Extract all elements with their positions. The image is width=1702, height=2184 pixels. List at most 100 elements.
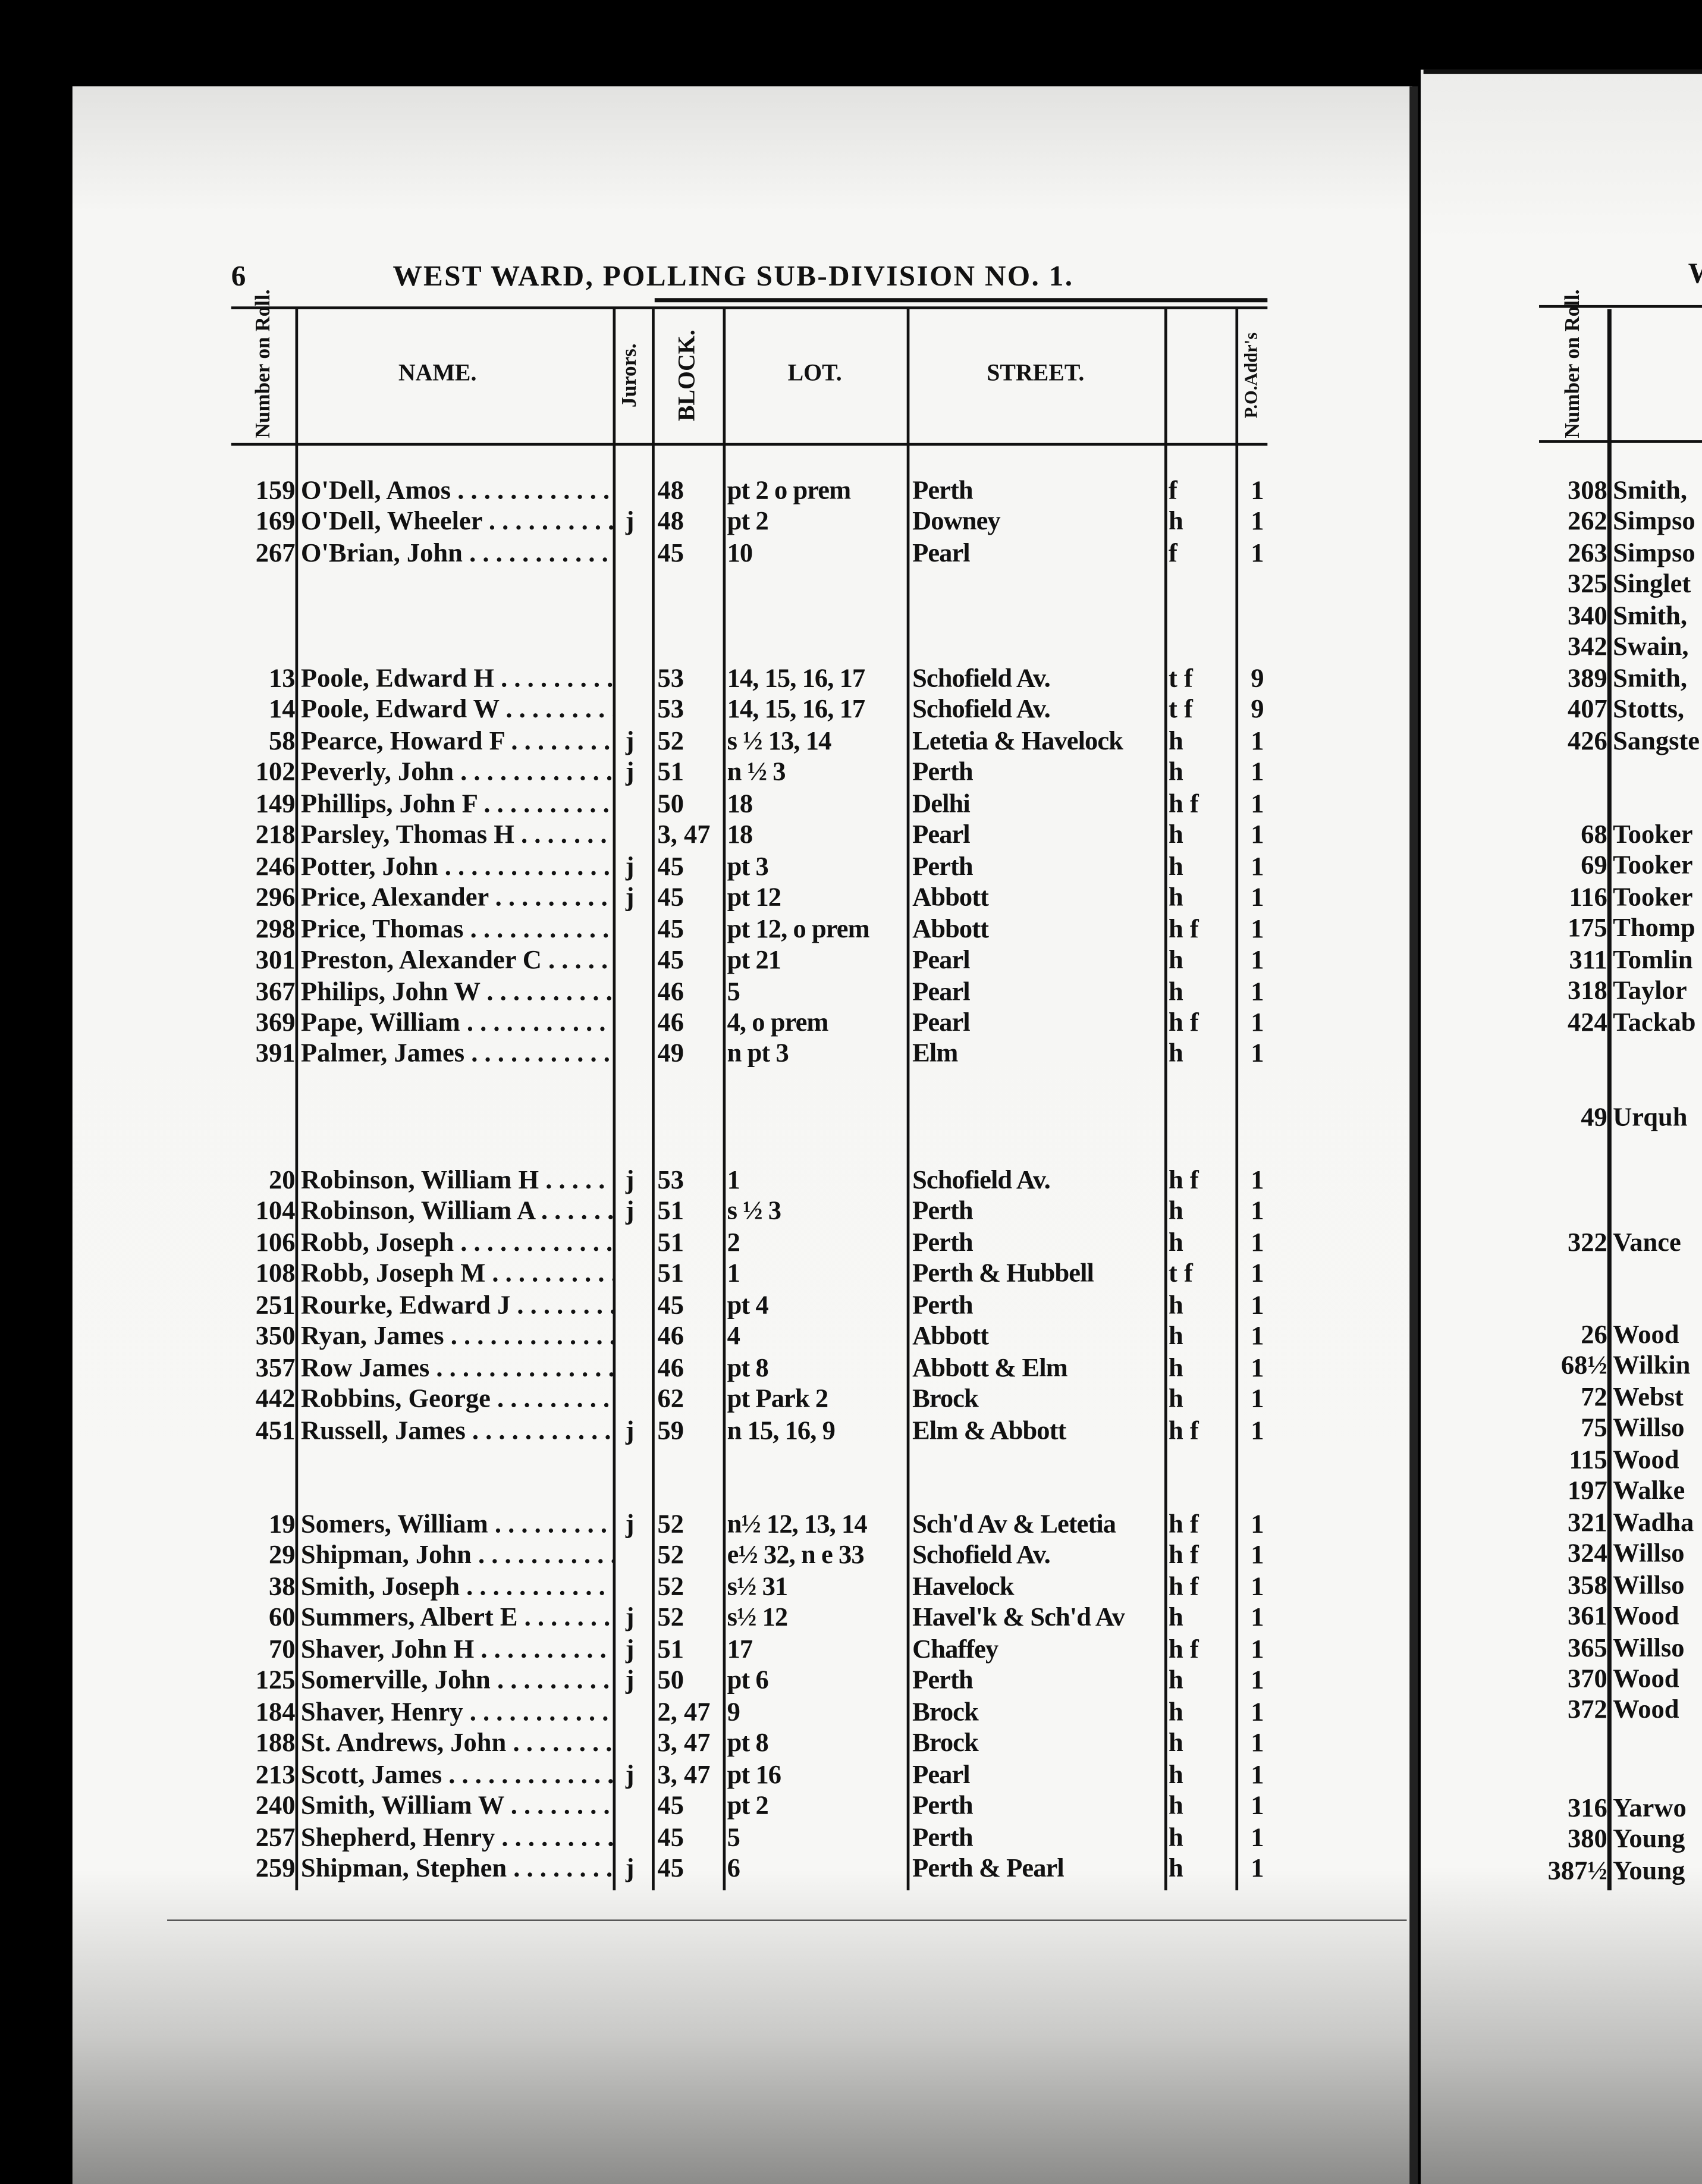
voter-name: Palmer, James (301, 1040, 613, 1071)
lot: 4, o prem (727, 1008, 829, 1038)
street: Abbott (912, 883, 989, 913)
roll-number: 240 (255, 1791, 296, 1821)
table-top-rule (231, 306, 1268, 309)
voter-name: Taylor (1613, 977, 1687, 1006)
po-address: 1 (1251, 789, 1264, 819)
voter-name: Poole, Edward W (301, 696, 613, 727)
po-address: 1 (1251, 1635, 1264, 1665)
street: Pearl (912, 977, 971, 1007)
po-address: 1 (1251, 476, 1264, 506)
page-number: 6 (231, 259, 247, 293)
voter-name: Philips, John W (301, 977, 613, 1008)
lot: n 15, 16, 9 (727, 1416, 836, 1446)
po-address: 1 (1251, 1166, 1264, 1195)
block: 2, 47 (657, 1697, 711, 1727)
lot: 17 (727, 1635, 753, 1665)
block: 52 (657, 1541, 684, 1571)
col-divider (723, 309, 726, 1891)
table-row: 389 Smith, (0, 664, 1702, 695)
table-row: 361 Wood (0, 1602, 1702, 1633)
po-address: 1 (1251, 1353, 1264, 1383)
table-row: 321 Wadha (0, 1508, 1702, 1539)
po-address: 9 (1251, 664, 1264, 694)
voter-name: Shipman, John (301, 1541, 613, 1572)
col-divider (652, 309, 655, 1891)
page-gutter (1409, 86, 1418, 2184)
voter-name: Wood (1613, 1320, 1679, 1350)
residence-code: h f (1169, 1635, 1199, 1665)
residence-code: h f (1169, 789, 1199, 819)
residence-code: h (1169, 1197, 1183, 1227)
voter-name: St. Andrews, John (301, 1729, 613, 1760)
voter-name: Shipman, Stephen (301, 1854, 613, 1885)
po-address: 1 (1251, 852, 1264, 881)
voter-name: Pape, William (301, 1009, 613, 1040)
residence-code: h (1169, 1697, 1183, 1727)
roll-number: 350 (255, 1322, 296, 1352)
roll-number: 58 (269, 727, 296, 757)
voter-name: Parsley, Thomas H (301, 821, 613, 852)
residence-code: h (1169, 1822, 1183, 1852)
street: Abbott (912, 914, 989, 944)
table-row: 380 Young (0, 1825, 1702, 1856)
table-row: 68½ Wilkin (0, 1352, 1702, 1383)
voter-name: Robbins, George (301, 1385, 613, 1416)
roll-number: 69 (1581, 852, 1607, 881)
residence-code: h (1169, 821, 1183, 851)
voter-name: Poole, Edward H (301, 664, 613, 695)
lot: 18 (727, 789, 753, 819)
roll-number: 357 (255, 1353, 296, 1383)
po-address: 1 (1251, 1604, 1264, 1633)
po-address: 1 (1251, 946, 1264, 975)
header-bottom-rule (231, 443, 1268, 446)
table-row: 72 Webst (0, 1383, 1702, 1414)
voter-name: Stotts, (1613, 695, 1685, 725)
voter-name: Shaver, Henry (301, 1697, 613, 1728)
lot: pt 6 (727, 1666, 769, 1696)
table-row: 322 Vance (0, 1229, 1702, 1260)
col-divider (1164, 309, 1167, 1891)
po-address: 1 (1251, 1291, 1264, 1320)
po-address: 1 (1251, 1697, 1264, 1727)
roll-number: 340 (1568, 601, 1607, 631)
roll-number: 318 (1568, 977, 1607, 1006)
lot: s ½ 13, 14 (727, 727, 832, 757)
voter-name: Tomlin (1613, 945, 1693, 975)
po-address: 1 (1251, 1197, 1264, 1227)
block: 45 (657, 1791, 684, 1821)
street: Pearl (912, 821, 971, 851)
voter-name: Preston, Alexander C (301, 946, 613, 977)
street: Perth (912, 1228, 974, 1258)
roll-number: 75 (1581, 1414, 1607, 1444)
residence-code: h (1169, 1353, 1183, 1383)
voter-name: Wood (1613, 1664, 1679, 1694)
roll-number: 361 (1568, 1602, 1607, 1631)
voter-name: Vance (1613, 1228, 1681, 1258)
roll-number: 380 (1568, 1825, 1607, 1855)
roll-number: 391 (255, 1040, 296, 1069)
juror-mark: j (625, 1760, 635, 1790)
roll-number: 106 (255, 1228, 296, 1258)
street: Brock (912, 1728, 979, 1759)
residence-code: h (1169, 1760, 1183, 1790)
residence-code: h (1169, 1291, 1183, 1320)
roll-number: 372 (1568, 1696, 1607, 1725)
voter-name: Sangste (1613, 726, 1700, 756)
col-divider (1235, 309, 1239, 1891)
street: Pearl (912, 946, 971, 975)
roll-number: 308 (1568, 476, 1607, 506)
residence-code: h (1169, 1322, 1183, 1352)
header-lot: LOT. (787, 359, 842, 386)
